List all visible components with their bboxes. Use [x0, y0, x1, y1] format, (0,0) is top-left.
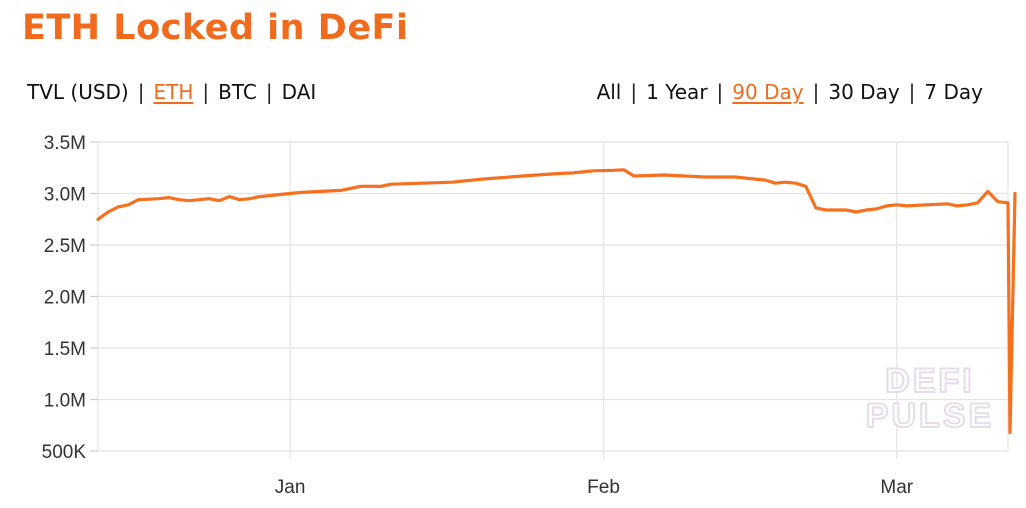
denomination-option-tvl-usd[interactable]: TVL (USD) — [27, 80, 129, 104]
denomination-option-eth[interactable]: ETH — [153, 80, 194, 104]
denomination-separator: | — [202, 80, 210, 104]
time-range-toggle-group: All | 1 Year | 90 Day | 30 Day | 7 Day — [597, 80, 983, 104]
page-title: ETH Locked in DeFi — [22, 8, 409, 48]
range-option-all[interactable]: All — [596, 80, 622, 104]
range-option-30-day[interactable]: 30 Day — [828, 80, 900, 104]
eth-locked-series-line — [96, 168, 1017, 435]
x-tick-label: Mar — [880, 477, 913, 498]
range-option-90-day[interactable]: 90 Day — [732, 80, 804, 104]
watermark-line-2: PULSE — [866, 397, 994, 435]
watermark-line-1: DEFI — [885, 362, 974, 400]
y-tick-label: 1.0M — [44, 391, 86, 412]
defi-pulse-watermark: DEFI PULSE — [865, 361, 994, 436]
denomination-separator: | — [137, 80, 145, 104]
y-tick-label: 500K — [42, 442, 87, 463]
y-tick-label: 1.5M — [44, 339, 86, 360]
y-tick-label: 2.0M — [44, 288, 86, 309]
denomination-option-dai[interactable]: DAI — [281, 80, 317, 104]
chart-series — [96, 168, 1017, 435]
denomination-option-btc[interactable]: BTC — [218, 80, 257, 104]
range-separator: | — [812, 80, 820, 104]
x-tick-label: Feb — [587, 477, 620, 498]
range-separator: | — [630, 80, 638, 104]
range-option-1-year[interactable]: 1 Year — [646, 80, 708, 104]
y-tick-label: 3.5M — [44, 133, 86, 154]
denomination-toggle-group: TVL (USD) | ETH | BTC | DAI — [27, 80, 316, 104]
range-separator: | — [908, 80, 916, 104]
y-tick-label: 2.5M — [44, 236, 86, 257]
x-tick-label: Jan — [275, 477, 306, 498]
chart-axes: 3.5M 3.0M 2.5M 2.0M 1.5M 1.0M 500K Jan Feb Mar — [42, 133, 914, 498]
range-separator: | — [716, 80, 724, 104]
range-option-7-day[interactable]: 7 Day — [924, 80, 983, 104]
y-tick-label: 3.0M — [44, 185, 86, 206]
denomination-separator: | — [265, 80, 273, 104]
